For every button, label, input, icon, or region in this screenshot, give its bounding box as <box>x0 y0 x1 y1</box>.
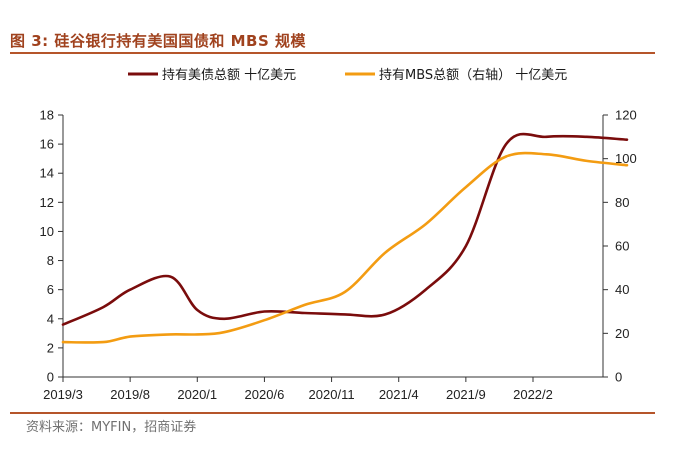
source-note: 资料来源：MYFIN，招商证券 <box>26 420 197 435</box>
series-line-treasury <box>61 132 629 326</box>
y-right-tick-label: 0 <box>615 370 622 385</box>
x-tick-label: 2021/9 <box>446 387 486 402</box>
y-left-tick-label: 8 <box>47 253 54 268</box>
y-left-tick-label: 12 <box>40 195 54 210</box>
x-tick-label: 2019/3 <box>43 387 83 402</box>
source-divider <box>10 412 655 414</box>
line-chart: 持有美债总额 十亿美元 持有MBS总额（右轴） 十亿美元 0 2 4 6 8 10 12 14… <box>40 68 637 402</box>
y-right-tick-label: 20 <box>615 326 629 341</box>
figure-title: 图 3: 硅谷银行持有美国国债和 MBS 规模 <box>10 32 306 50</box>
y-left-tick-label: 6 <box>47 282 54 297</box>
x-tick-label: 2022/2 <box>513 387 553 402</box>
y-left-tick-label: 4 <box>47 311 54 326</box>
legend-label-mbs: 持有MBS总额（右轴） 十亿美元 <box>379 68 567 83</box>
y-right-tick-label: 60 <box>615 239 629 254</box>
x-tick-label: 2020/1 <box>177 387 217 402</box>
y-right-tick-label: 100 <box>615 151 637 166</box>
x-tick-label: 2020/6 <box>245 387 285 402</box>
y-left-tick-label: 14 <box>40 166 54 181</box>
y-left-tick-label: 0 <box>47 370 54 385</box>
x-tick-label: 2019/8 <box>110 387 150 402</box>
series-line-mbs <box>61 151 629 344</box>
title-divider <box>10 52 655 54</box>
y-left-tick-label: 16 <box>40 137 54 152</box>
y-right-tick-label: 80 <box>615 195 629 210</box>
y-right-tick-label: 40 <box>615 282 629 297</box>
y-left-tick-label: 2 <box>47 340 54 355</box>
y-left-tick-label: 18 <box>40 108 54 123</box>
x-tick-label: 2021/4 <box>379 387 419 402</box>
chart-legend: 持有美债总额 十亿美元 持有MBS总额（右轴） 十亿美元 <box>128 68 567 83</box>
y-right-tick-label: 120 <box>615 108 637 123</box>
legend-label-treasury: 持有美债总额 十亿美元 <box>162 68 296 83</box>
x-tick-label: 2020/11 <box>309 387 355 402</box>
y-left-tick-label: 10 <box>40 224 54 239</box>
